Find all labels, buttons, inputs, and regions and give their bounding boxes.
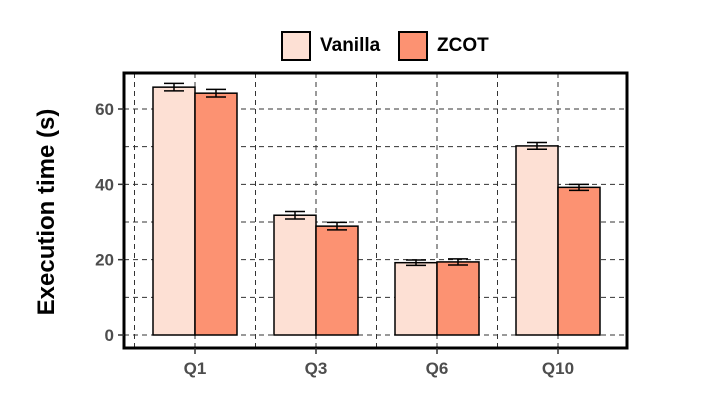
bar-zcot-q3	[315, 225, 359, 336]
x-tick-label: Q3	[305, 359, 328, 378]
bar-zcot-q1	[194, 92, 238, 336]
plot-frame	[122, 71, 629, 350]
y-tick-label: 20	[95, 251, 114, 270]
legend-swatch-zcot	[398, 31, 428, 61]
bar-zcot-q6	[436, 261, 480, 336]
y-tick-label: 0	[105, 326, 114, 345]
y-tick-label: 60	[95, 100, 114, 119]
legend-label-zcot: ZCOT	[437, 35, 489, 56]
legend: Vanilla ZCOT	[0, 31, 712, 65]
legend-item-zcot: ZCOT	[398, 31, 489, 61]
x-tick-label: Q10	[542, 359, 574, 378]
bar-vanilla-q6	[394, 261, 438, 336]
bar-vanilla-q1	[152, 86, 196, 336]
bar-zcot-q10	[557, 186, 601, 336]
bar-vanilla-q3	[273, 214, 317, 336]
legend-label-vanilla: Vanilla	[320, 35, 381, 56]
legend-item-vanilla: Vanilla	[281, 31, 380, 61]
x-tick-label: Q6	[426, 359, 449, 378]
y-tick-label: 40	[95, 175, 114, 194]
x-tick-label: Q1	[184, 359, 207, 378]
bar-vanilla-q10	[515, 145, 559, 336]
legend-swatch-vanilla	[281, 31, 311, 61]
